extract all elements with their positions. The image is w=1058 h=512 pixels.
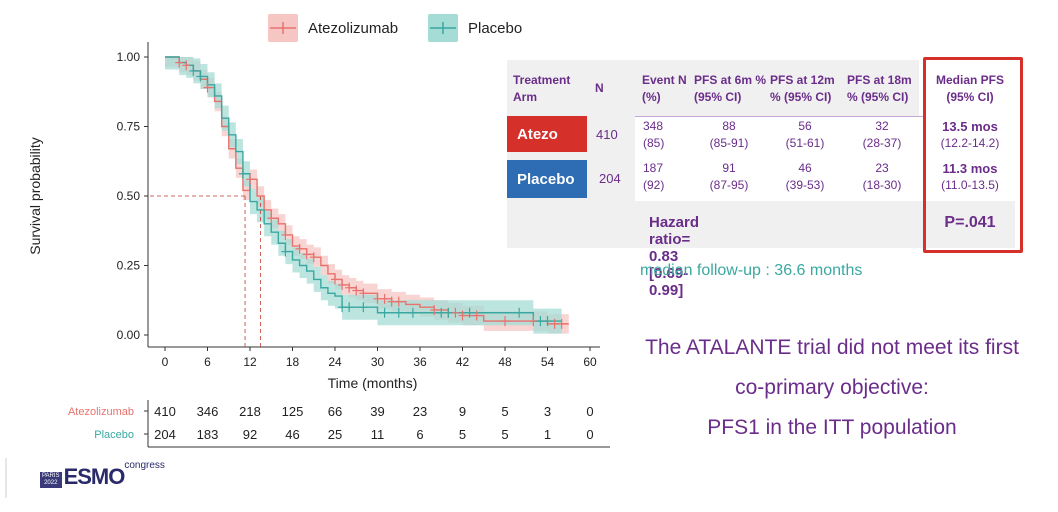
header-n: N [595,81,604,95]
table-divider [635,116,925,117]
atezo-median-ci: (12.2-14.2) [940,136,1000,150]
risk-row-label: Placebo [94,429,134,441]
km-chart: Atezolizumab Placebo 0.00 0.25 0.50 0.75 1.00… [27,14,610,448]
placebo-pfs18-ci: (18-30) [862,178,902,192]
risk-count: 5 [501,404,508,419]
atezo-event-pct: (85) [643,136,665,150]
median-highlight-box [923,57,1023,253]
y-tick-label: 0.75 [117,120,141,134]
risk-count: 0 [586,427,593,442]
atezo-pfs12-ci: (51-61) [785,136,825,150]
atezo-pfs12: 56 [798,119,812,133]
risk-row-label: Atezolizumab [68,406,134,418]
risk-count: 25 [328,427,342,442]
risk-count: 11 [371,427,385,442]
y-axis-label: Survival probability [27,137,43,255]
header-median: Median PFS (95% CI) [935,73,1004,104]
atezo-pfs6-ci: (85-91) [709,136,749,150]
confidence-bands [165,57,569,334]
table-header-bg [507,60,919,116]
atezo-n: 410 [596,127,618,142]
header-event: Event N (%) [642,73,687,104]
censor-marks [175,57,566,329]
placebo-event: 187 [643,161,664,175]
y-tick-label: 0.00 [117,328,141,342]
logo-suffix: congress [124,460,165,471]
x-tick-label: 60 [583,355,597,369]
median-reference-lines [150,195,262,347]
logo-year: 2022 [44,480,58,486]
x-tick-label: 42 [456,355,470,369]
placebo-median-ci: (11.0-13.5) [941,178,999,192]
conclusion-line-1: The ATALANTE trial did not meet its firs… [645,336,1019,359]
legend: Atezolizumab Placebo [268,14,522,42]
risk-count: 0 [586,404,593,419]
x-tick-label: 36 [413,355,427,369]
risk-count: 23 [413,404,427,419]
arm-placebo: Placebo [507,160,587,198]
atezo-pfs18: 32 [875,119,889,133]
x-tick-label: 30 [371,355,385,369]
logo-city: PARIS [42,473,60,479]
hazard-row-bg [635,201,1015,248]
risk-count: 346 [197,404,219,419]
header-pfs6: PFS at 6m % (95% CI) [694,73,767,104]
atezo-median: 13.5 mos [942,119,998,134]
hazard-ratio: Hazard ratio= 0.83 [0.69-0.99] [649,214,700,299]
risk-count: 46 [285,427,299,442]
risk-count: 204 [154,427,176,442]
axes: 0.00 0.25 0.50 0.75 1.00 0 6 12 18 24 30 36 42 48 54 60… [27,42,600,391]
y-tick-label: 0.50 [117,189,141,203]
header-pfs12: PFS at 12m % (95% CI) [770,73,835,104]
left-edge-line [5,458,7,498]
risk-count: 3 [544,404,551,419]
risk-count: 66 [328,404,342,419]
x-tick-label: 18 [286,355,300,369]
x-tick-label: 48 [498,355,512,369]
x-tick-label: 54 [541,355,555,369]
risk-table: Atezolizumab 410 346 218 125 66 39 23 9 5 3 0Placeb… [68,400,610,448]
logo-brand: ESMO [63,464,126,489]
risk-count: 92 [243,427,257,442]
placebo-pfs6: 91 [722,161,736,175]
x-axis-label: Time (months) [328,375,418,391]
header-treatment-arm: Treatment Arm [513,73,571,104]
risk-count: 5 [459,427,466,442]
atezo-pfs18-ci: (28-37) [862,136,902,150]
x-tick-label: 12 [243,355,257,369]
esmo-logo: PARIS 2022 ESMO congress [40,460,165,489]
placebo-pfs18: 23 [875,161,889,175]
follow-up-note: median follow-up : 36.6 months [640,262,863,279]
conclusion-line-2: co-primary objective: [735,376,929,399]
risk-count: 39 [370,404,384,419]
header-pfs18: PFS at 18m % (95% CI) [847,73,912,104]
risk-count: 5 [501,427,508,442]
legend-label: Atezolizumab [308,20,398,37]
conclusion-line-3: PFS1 in the ITT population [707,416,957,439]
p-value: P=.041 [944,214,996,231]
atezo-pfs6: 88 [722,119,736,133]
risk-count: 410 [154,404,176,419]
legend-label: Placebo [468,20,522,37]
placebo-n: 204 [599,171,621,186]
ci-band-placebo [165,57,562,334]
placebo-pfs12-ci: (39-53) [785,178,825,192]
x-tick-label: 6 [204,355,211,369]
risk-count: 218 [239,404,261,419]
y-tick-label: 1.00 [117,50,141,64]
arm-atezo: Atezo [507,116,587,152]
risk-count: 183 [197,427,219,442]
y-tick-label: 0.25 [117,259,141,273]
placebo-pfs12: 46 [798,161,812,175]
placebo-event-pct: (92) [643,178,665,192]
placebo-pfs6-ci: (87-95) [709,178,749,192]
placebo-median: 11.3 mos [942,161,998,176]
risk-count: 6 [416,427,423,442]
risk-count: 125 [282,404,304,419]
x-tick-label: 0 [162,355,169,369]
risk-count: 1 [544,427,551,442]
risk-count: 9 [459,404,466,419]
atezo-event: 348 [643,119,664,133]
x-tick-label: 24 [328,355,342,369]
